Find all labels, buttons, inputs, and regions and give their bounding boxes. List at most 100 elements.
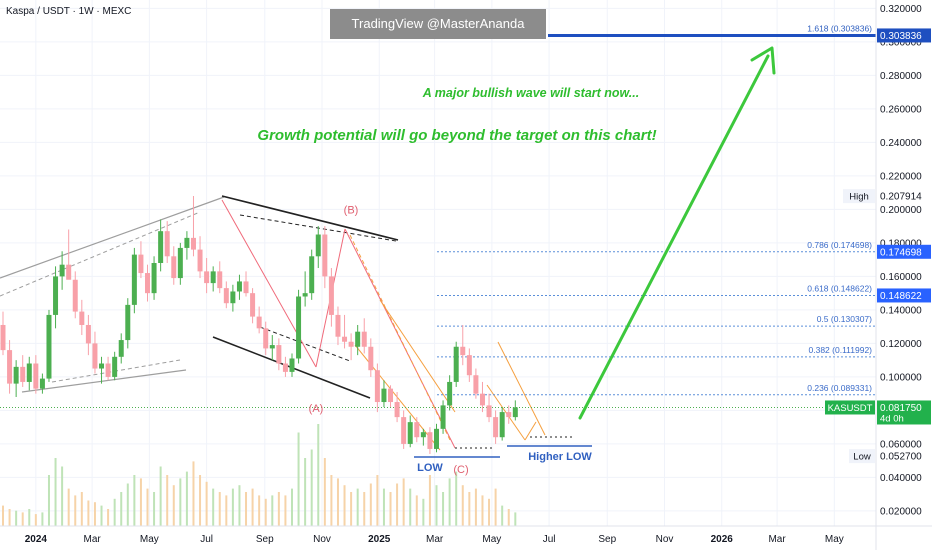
- time-tick-label: Jul: [200, 534, 213, 545]
- wave-label: (C): [453, 464, 468, 476]
- candle: [33, 355, 39, 394]
- candle-body: [289, 358, 295, 372]
- candle: [289, 353, 295, 377]
- volume-bar: [428, 475, 431, 526]
- trend-line: [221, 199, 317, 368]
- candle-body: [217, 271, 223, 289]
- candle-body: [26, 363, 32, 382]
- candle-body: [99, 363, 105, 369]
- trend-line: [497, 341, 546, 436]
- volume-bar: [396, 483, 399, 526]
- candle-body: [72, 279, 78, 312]
- candle-body: [420, 432, 426, 438]
- volume-bar: [382, 488, 385, 526]
- candle: [66, 229, 72, 280]
- price-tick-label: 0.140000: [880, 305, 922, 316]
- volume-bar: [61, 466, 64, 526]
- volume-bar: [34, 514, 37, 526]
- candle: [197, 236, 203, 279]
- candle-body: [322, 234, 328, 277]
- price-tick-label: 0.060000: [880, 439, 922, 450]
- time-tick-label: Nov: [313, 534, 331, 545]
- trend-line: [349, 234, 451, 441]
- time-tick-label: May: [825, 534, 844, 545]
- candle-body: [20, 366, 26, 382]
- volume-bar: [350, 492, 353, 526]
- candle-body: [53, 276, 59, 315]
- price-badge-bg: [877, 449, 931, 464]
- candle: [13, 360, 19, 398]
- candle-body: [138, 254, 144, 274]
- candle-body: [512, 407, 518, 418]
- price-tick-label: 0.280000: [880, 71, 922, 82]
- candle: [53, 266, 59, 329]
- time-tick-label: May: [140, 534, 159, 545]
- candle-body: [46, 314, 52, 379]
- candle-body: [92, 343, 98, 369]
- candle: [453, 341, 459, 387]
- price-badge-value: 0.207914: [880, 192, 922, 203]
- price-tick-label: 0.120000: [880, 339, 922, 350]
- volume-bar: [277, 492, 280, 526]
- volume-bar: [47, 475, 50, 526]
- candle: [302, 271, 308, 307]
- candle-body: [315, 234, 321, 257]
- volume-bar: [389, 492, 392, 526]
- volume-bar: [435, 485, 438, 526]
- volume-bar: [225, 495, 228, 526]
- price-tick-label: 0.040000: [880, 473, 922, 484]
- candle-body: [171, 256, 177, 279]
- time-tick-label: Sep: [256, 534, 274, 545]
- candle-body: [85, 324, 91, 344]
- candle: [414, 417, 420, 443]
- volume-bar: [284, 495, 287, 526]
- volume-bar: [74, 495, 77, 526]
- price-badge-label-bg: [825, 400, 875, 415]
- time-tick-label: Mar: [426, 534, 444, 545]
- time-tick-label: May: [482, 534, 501, 545]
- volume-bar: [15, 510, 18, 526]
- candle: [269, 335, 275, 361]
- candle: [85, 314, 91, 356]
- candle-body: [39, 378, 45, 389]
- volume-bar: [501, 505, 504, 526]
- volume-bar: [336, 478, 339, 526]
- candles: [0, 195, 518, 454]
- candle-body: [7, 350, 13, 384]
- candle-body: [414, 422, 420, 438]
- candle-body: [302, 293, 308, 297]
- candle: [105, 356, 111, 381]
- candle: [164, 221, 170, 263]
- candle-body: [230, 291, 236, 304]
- volume-bar: [185, 471, 188, 526]
- headline-1: A major bullish wave will start now...: [422, 86, 639, 100]
- fib-level-label: 0.786 (0.174698): [807, 240, 872, 250]
- candle-body: [466, 355, 472, 376]
- candle: [20, 355, 26, 387]
- bullish-arrow: [578, 54, 770, 420]
- price-badge-value: 0.174698: [880, 247, 922, 258]
- candle: [512, 400, 518, 421]
- volume-bar: [343, 485, 346, 526]
- candle-body: [112, 356, 118, 377]
- volume-bar: [120, 492, 123, 526]
- candle: [466, 348, 472, 382]
- candle-body: [158, 231, 164, 263]
- volume-bar: [41, 512, 44, 526]
- price-badge-label: KASUSDT: [828, 403, 873, 414]
- candle: [151, 256, 157, 300]
- time-tick-label: Nov: [656, 534, 674, 545]
- candle-body: [197, 249, 203, 272]
- trend-line: [0, 196, 225, 279]
- candle-body: [394, 402, 400, 418]
- low-label: LOW: [417, 462, 443, 474]
- volume-bar: [93, 502, 96, 526]
- candle: [479, 381, 485, 413]
- candle-body: [263, 328, 269, 349]
- watermark: TradingView @MasterAnanda: [330, 9, 546, 39]
- candle-body: [328, 276, 334, 315]
- time-tick-label: Jul: [543, 534, 556, 545]
- volume-bar: [179, 478, 182, 526]
- candle: [460, 324, 466, 366]
